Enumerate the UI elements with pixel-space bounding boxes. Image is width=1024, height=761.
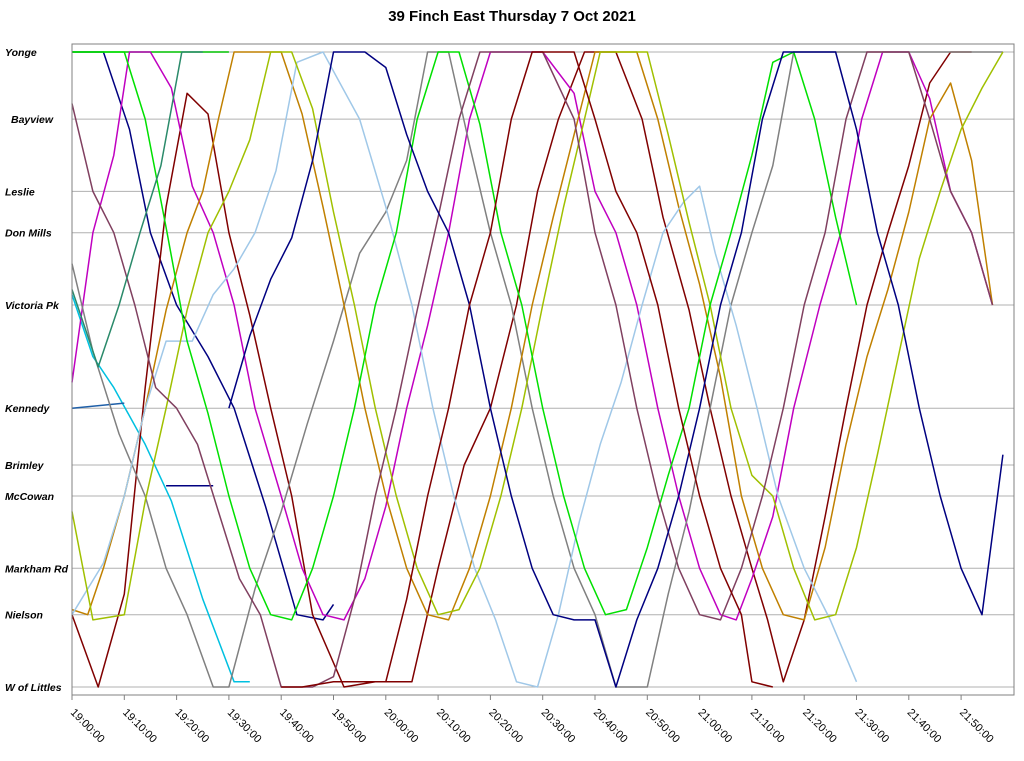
y-tick-label: Victoria Pk (5, 300, 60, 312)
y-tick-label: Don Mills (5, 228, 52, 240)
vehicle-trace-9 (71, 51, 858, 688)
vehicle-trace-5 (71, 51, 972, 688)
vehicle-trace-7 (71, 51, 1003, 688)
x-tick-label: 19:10:00 (120, 707, 159, 746)
y-tick-label: Brimley (5, 460, 45, 472)
vehicle-trace-0 (72, 51, 335, 621)
x-tick-label: 20:20:00 (486, 707, 525, 746)
series-layer (71, 51, 1004, 688)
y-tick-label: Markham Rd (5, 563, 69, 575)
x-tick-label: 19:30:00 (225, 707, 264, 746)
x-tick-label: 21:20:00 (800, 707, 839, 746)
x-tick-label: 21:40:00 (905, 707, 944, 746)
x-tick-label: 21:10:00 (748, 707, 787, 746)
vehicle-trace-3 (71, 402, 125, 409)
x-tick-label: 20:50:00 (643, 707, 682, 746)
x-tick-label: 21:50:00 (957, 707, 996, 746)
y-tick-label: Bayview (11, 114, 54, 126)
x-tick-label: 21:30:00 (852, 707, 891, 746)
chart-title: 39 Finch East Thursday 7 Oct 2021 (388, 8, 636, 25)
x-tick-labels: 19:00:00 19:10:00 19:20:00 19:30:00 19:40:00… (68, 695, 996, 745)
y-tick-labels: Yonge Bayview Leslie Don Mills Victoria Pk Ke… (5, 47, 69, 694)
vehicle-trace-2 (71, 294, 250, 683)
vehicle-trace-8 (71, 51, 994, 621)
vehicle-trace-15 (281, 51, 773, 688)
vehicle-trace-11 (72, 51, 858, 621)
x-tick-label: 20:10:00 (434, 707, 473, 746)
vehicle-trace-6 (71, 51, 994, 621)
y-tick-label: Leslie (5, 186, 35, 198)
y-tick-label: W of Littles (5, 682, 62, 694)
y-tick-label: Nielson (5, 610, 43, 622)
x-tick-label: 20:40:00 (591, 707, 630, 746)
y-tick-label: McCowan (5, 491, 54, 503)
vehicle-trace-14 (228, 51, 1004, 688)
y-tick-label: Yonge (5, 47, 37, 59)
vehicle-trace-13 (71, 51, 203, 368)
x-tick-label: 20:30:00 (539, 707, 578, 746)
x-tick-label: 19:40:00 (277, 707, 316, 746)
x-tick-label: 19:00:00 (68, 707, 107, 746)
y-tick-label: Kennedy (5, 403, 51, 415)
x-tick-label: 21:00:00 (695, 707, 734, 746)
x-tick-label: 19:50:00 (329, 707, 368, 746)
x-tick-label: 19:20:00 (172, 707, 211, 746)
x-tick-label: 20:00:00 (382, 707, 421, 746)
